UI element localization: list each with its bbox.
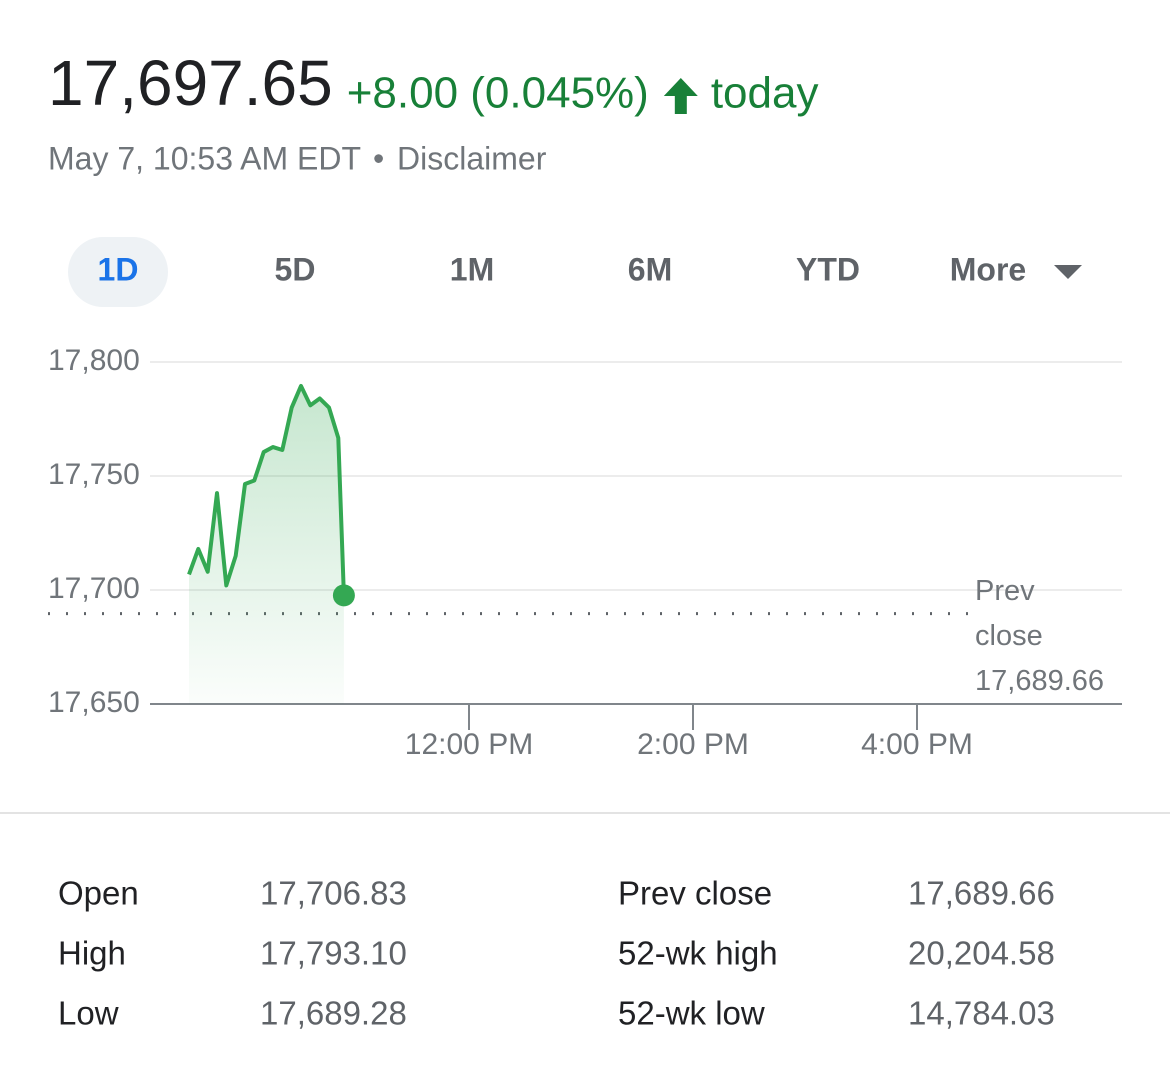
tab[interactable]: 5D [275, 251, 316, 287]
stat-value: 17,689.28 [260, 995, 407, 1032]
price: 17,697.65 [48, 47, 333, 119]
area [189, 385, 344, 704]
stat-label: Low [58, 995, 119, 1032]
dropdown-caret[interactable] [1054, 265, 1082, 279]
prev-close-label: Prev close 17,689.66 [975, 569, 1125, 704]
stat-value: 17,706.83 [260, 875, 407, 912]
stat-label: High [58, 935, 126, 972]
stat-value: 17,793.10 [260, 935, 407, 972]
change-period: today [711, 69, 819, 118]
tab[interactable]: 1M [450, 251, 494, 287]
separator: • [373, 140, 384, 176]
up-arrow [663, 78, 698, 114]
prev-close-title: Prev close [975, 574, 1043, 652]
x-tick-label: 2:00 PM [637, 728, 749, 761]
tab[interactable]: 1D [98, 251, 139, 287]
tab[interactable]: More [950, 251, 1026, 287]
stat-label: 52-wk high [618, 935, 778, 972]
price-line [187, 383, 346, 596]
stat-label: Prev close [618, 875, 772, 912]
chart: 17,650 17,700 17,750 17,800 12:00 PM 2:00 PM 4… [48, 344, 1125, 761]
change: +8.00 (0.045%) [347, 69, 649, 118]
y-tick-label: 17,800 [48, 344, 140, 377]
range-tabs: 1D 5D 1M 6M YTD More [68, 237, 1082, 307]
current-dot [332, 584, 355, 607]
stat-value: 17,689.66 [908, 875, 1055, 912]
stat-value: 14,784.03 [908, 995, 1055, 1032]
y-tick-label: 17,700 [48, 572, 140, 605]
tab[interactable]: YTD [796, 251, 860, 287]
prev-close-value: 17,689.66 [975, 664, 1105, 697]
timestamp: May 7, 10:53 AM EDT [48, 140, 361, 176]
prev-close-box: Prev close 17,689.66 [975, 569, 1125, 704]
x-tick-label: 4:00 PM [861, 728, 973, 761]
x-tick-label: 12:00 PM [405, 728, 533, 761]
stats-table: Open 17,706.83 Prev close 17,689.66 High 17,7… [58, 875, 1055, 1032]
stat-value: 20,204.58 [908, 935, 1055, 972]
active-tab-bg [68, 237, 168, 307]
stat-label: Open [58, 875, 139, 912]
tab[interactable]: 6M [628, 251, 672, 287]
y-tick-label: 17,650 [48, 686, 140, 719]
stat-label: 52-wk low [618, 995, 765, 1032]
disclaimer-link[interactable]: Disclaimer [397, 140, 547, 176]
y-tick-label: 17,750 [48, 458, 140, 491]
